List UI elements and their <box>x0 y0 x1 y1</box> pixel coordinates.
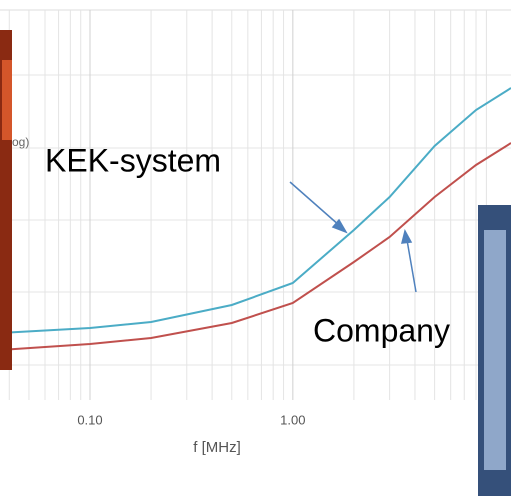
chart: og) KEK-system Company f [MHz] 0.10 1.00 <box>0 0 511 496</box>
x-tick-label: 0.10 <box>77 412 102 427</box>
x-tick-label: 1.00 <box>280 412 305 427</box>
photo-right-detail <box>484 230 506 470</box>
page: {"chart_data": {"type": "line", "y_label… <box>0 0 511 496</box>
legend-annotation: KEK-system <box>45 142 221 178</box>
photo-left-detail <box>2 60 12 140</box>
legend-annotation: Company <box>313 312 450 348</box>
y-label-fragment: og) <box>12 135 29 149</box>
x-axis-label: f [MHz] <box>193 439 241 456</box>
